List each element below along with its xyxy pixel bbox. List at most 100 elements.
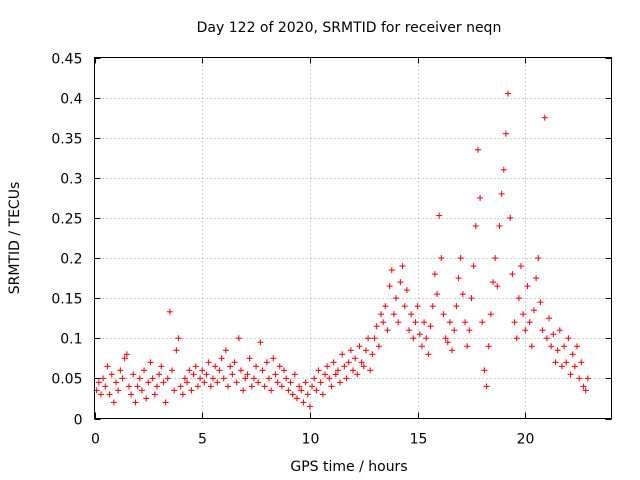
data-point — [95, 379, 102, 386]
data-point — [240, 387, 247, 394]
data-point — [235, 335, 242, 342]
data-point — [494, 283, 501, 290]
data-point — [350, 367, 356, 374]
data-point — [302, 379, 309, 386]
data-point — [110, 399, 117, 406]
x-tick-label: 5 — [198, 432, 207, 448]
data-point — [304, 391, 311, 398]
chart-title: Day 122 of 2020, SRMTID for receiver neq… — [197, 20, 502, 36]
x-tick-label: 15 — [410, 432, 428, 448]
data-point — [220, 375, 227, 382]
data-point — [509, 271, 516, 278]
data-point — [520, 311, 527, 318]
data-point — [268, 387, 275, 394]
data-point — [390, 311, 397, 318]
axis-ticks — [94, 57, 612, 420]
data-point — [242, 375, 249, 382]
data-point — [399, 263, 406, 270]
data-point — [548, 343, 555, 350]
data-point — [156, 371, 163, 378]
data-point — [276, 363, 283, 370]
data-point — [263, 359, 270, 366]
data-point — [169, 367, 176, 374]
data-point — [539, 327, 546, 334]
y-axis-label: SRMTID / TECUs — [7, 182, 23, 295]
data-point — [285, 387, 292, 394]
data-point — [442, 335, 449, 342]
data-point — [563, 359, 570, 366]
data-point — [188, 387, 195, 394]
data-point — [123, 351, 130, 358]
data-point — [410, 335, 417, 342]
y-tick-label: 0.05 — [51, 372, 82, 388]
data-point — [515, 295, 522, 302]
x-tick-label: 20 — [517, 432, 535, 448]
data-point — [408, 311, 415, 318]
data-point — [177, 383, 184, 390]
data-point — [248, 383, 255, 390]
data-point — [584, 375, 591, 382]
data-point — [418, 343, 425, 350]
data-point — [470, 263, 477, 270]
data-point — [298, 387, 305, 394]
grid-lines — [94, 57, 612, 419]
data-point — [479, 319, 486, 326]
data-point — [300, 399, 307, 406]
data-point — [175, 335, 182, 342]
data-point — [427, 323, 434, 330]
data-point — [369, 351, 376, 358]
y-tick-label: 0.1 — [60, 332, 82, 348]
data-point — [214, 379, 221, 386]
data-point — [250, 375, 257, 382]
data-point — [343, 375, 350, 382]
data-point — [255, 379, 262, 386]
data-point — [397, 279, 404, 286]
data-point — [403, 287, 410, 294]
data-point — [451, 327, 458, 334]
y-tick-label: 0 — [74, 413, 83, 429]
data-point — [199, 367, 206, 374]
data-point — [425, 351, 432, 358]
data-point — [352, 355, 359, 362]
data-point — [332, 371, 339, 378]
data-point — [253, 363, 260, 370]
data-point — [287, 379, 294, 386]
y-tick-label: 0.2 — [60, 252, 82, 268]
data-point — [160, 379, 167, 386]
data-point — [472, 222, 479, 229]
data-point — [147, 359, 154, 366]
data-point — [212, 363, 219, 370]
data-point — [440, 311, 447, 318]
data-point — [293, 395, 300, 402]
data-point — [225, 383, 232, 390]
plot-frame — [94, 57, 612, 419]
y-tick-labels: 0 0.05 0.1 0.15 0.2 0.25 0.3 0.35 0.4 0.45 — [51, 52, 82, 429]
data-point — [513, 335, 520, 342]
data-point — [205, 359, 212, 366]
data-point — [162, 399, 169, 406]
data-point — [190, 371, 197, 378]
data-point — [449, 347, 456, 354]
data-point — [119, 375, 126, 382]
data-point — [261, 383, 268, 390]
data-point — [201, 379, 208, 386]
data-point — [259, 367, 266, 374]
data-point — [233, 379, 240, 386]
data-point — [132, 399, 139, 406]
data-point — [526, 319, 533, 326]
data-point — [145, 379, 152, 386]
data-point — [173, 347, 180, 354]
y-tick-label: 0.15 — [51, 292, 82, 308]
data-point — [149, 375, 156, 382]
data-point — [574, 343, 581, 350]
data-point — [151, 391, 158, 398]
data-point — [158, 363, 165, 370]
data-point — [358, 359, 365, 366]
data-point — [257, 339, 264, 346]
data-point — [360, 363, 367, 370]
data-point — [365, 335, 372, 342]
data-point — [561, 343, 568, 350]
data-point — [375, 343, 382, 350]
data-point — [281, 367, 288, 374]
data-point — [121, 355, 128, 362]
